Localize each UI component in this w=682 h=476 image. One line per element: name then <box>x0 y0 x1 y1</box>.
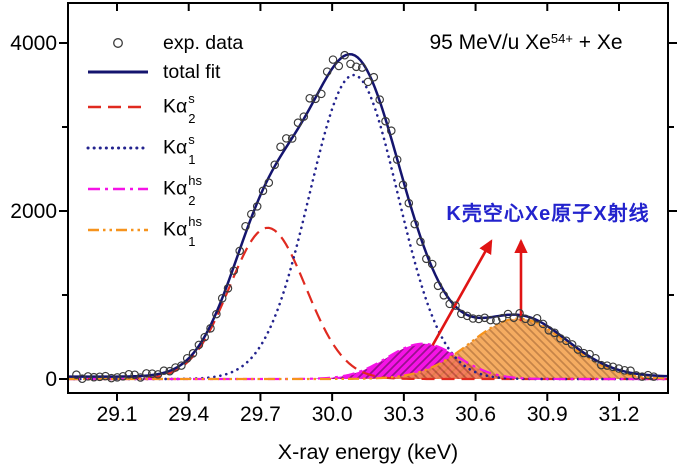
legend-label-ka1-s: Kα s 1 <box>163 132 196 166</box>
legend-item-total-fit: total fit <box>86 54 220 90</box>
sub-1: 1 <box>188 151 196 167</box>
x-tick-label: 29.4 <box>168 403 209 426</box>
collision-system-label: 95 MeV/u Xe54+ + Xe <box>391 31 661 55</box>
legend-label-exp-data: exp. data <box>163 31 244 54</box>
total-fit-line-icon <box>88 70 148 74</box>
sub-2: 2 <box>188 192 196 208</box>
sup-s: s <box>188 90 195 106</box>
component-fills <box>289 318 668 379</box>
ka-base: Kα <box>163 218 188 241</box>
ka1-hs-line-icon <box>88 228 148 232</box>
ka-base: Kα <box>163 177 188 200</box>
ka1-hs-subsup: hs 1 <box>188 215 202 248</box>
ka2-hs-line-icon <box>88 187 148 191</box>
y-tick-label: 4000 <box>10 32 57 55</box>
collision-system-prefix: 95 MeV/u Xe <box>429 31 551 54</box>
x-tick-label: 31.2 <box>599 403 640 426</box>
ka1_hs-curve <box>68 317 668 381</box>
x-tick-label: 29.7 <box>240 403 281 426</box>
x-tick-label: 30.6 <box>455 403 496 426</box>
annotation-arrow <box>431 239 493 347</box>
legend-item-ka2-hs: Kα hs 2 <box>86 171 202 207</box>
y-tick-label: 2000 <box>10 200 57 223</box>
ka2_s-curve <box>68 226 668 381</box>
legend-item-exp-data: exp. data <box>86 25 243 61</box>
sub-2: 2 <box>188 110 196 126</box>
ka2-hs-subsup: hs 2 <box>188 174 202 207</box>
plot-frame <box>67 2 669 394</box>
x-tick-label: 29.1 <box>97 403 138 426</box>
collision-system-suffix: + Xe <box>572 31 623 54</box>
ka-base: Kα <box>163 95 188 118</box>
x-tick-label: 30.0 <box>312 403 353 426</box>
x-axis-title: X-ray energy (keV) <box>277 440 459 464</box>
charge-state-superscript: 54+ <box>550 31 573 46</box>
y-tick-label: 0 <box>45 368 57 391</box>
sub-1: 1 <box>188 233 196 249</box>
exp-data-marker-icon <box>113 38 123 48</box>
ka2-s-line-icon <box>88 105 148 109</box>
ka2_hs-curve <box>68 342 668 381</box>
legend-label-ka2-hs: Kα hs 2 <box>163 173 202 207</box>
legend-label-total-fit: total fit <box>163 60 221 83</box>
ka-base: Kα <box>163 136 188 159</box>
hollow-atom-annotation: K壳空心Xe原子X射线 <box>446 203 650 225</box>
sup-hs: hs <box>188 213 203 229</box>
sup-s: s <box>188 131 195 147</box>
ka1-s-line-icon <box>86 146 150 150</box>
x-tick-label: 30.9 <box>527 403 568 426</box>
exp-data-points <box>72 50 659 383</box>
legend-item-ka2-s: Kα s 2 <box>86 89 196 125</box>
legend-item-ka1-s: Kα s 1 <box>86 130 196 166</box>
legend-label-ka2-s: Kα s 2 <box>163 91 196 125</box>
axis-ticks <box>59 3 677 401</box>
ka1_hs-filled-area <box>332 318 668 379</box>
x-tick-label: 30.3 <box>383 403 424 426</box>
sup-hs: hs <box>188 172 203 188</box>
tick-labels: 29.1 29.4 29.7 30.0 30.3 30.6 30.9 31.2 0 2000 400… <box>10 32 639 426</box>
legend-label-ka1-hs: Kα hs 1 <box>163 214 202 248</box>
legend-item-ka1-hs: Kα hs 1 <box>86 212 202 248</box>
ka2_hs-filled-area <box>289 343 584 379</box>
